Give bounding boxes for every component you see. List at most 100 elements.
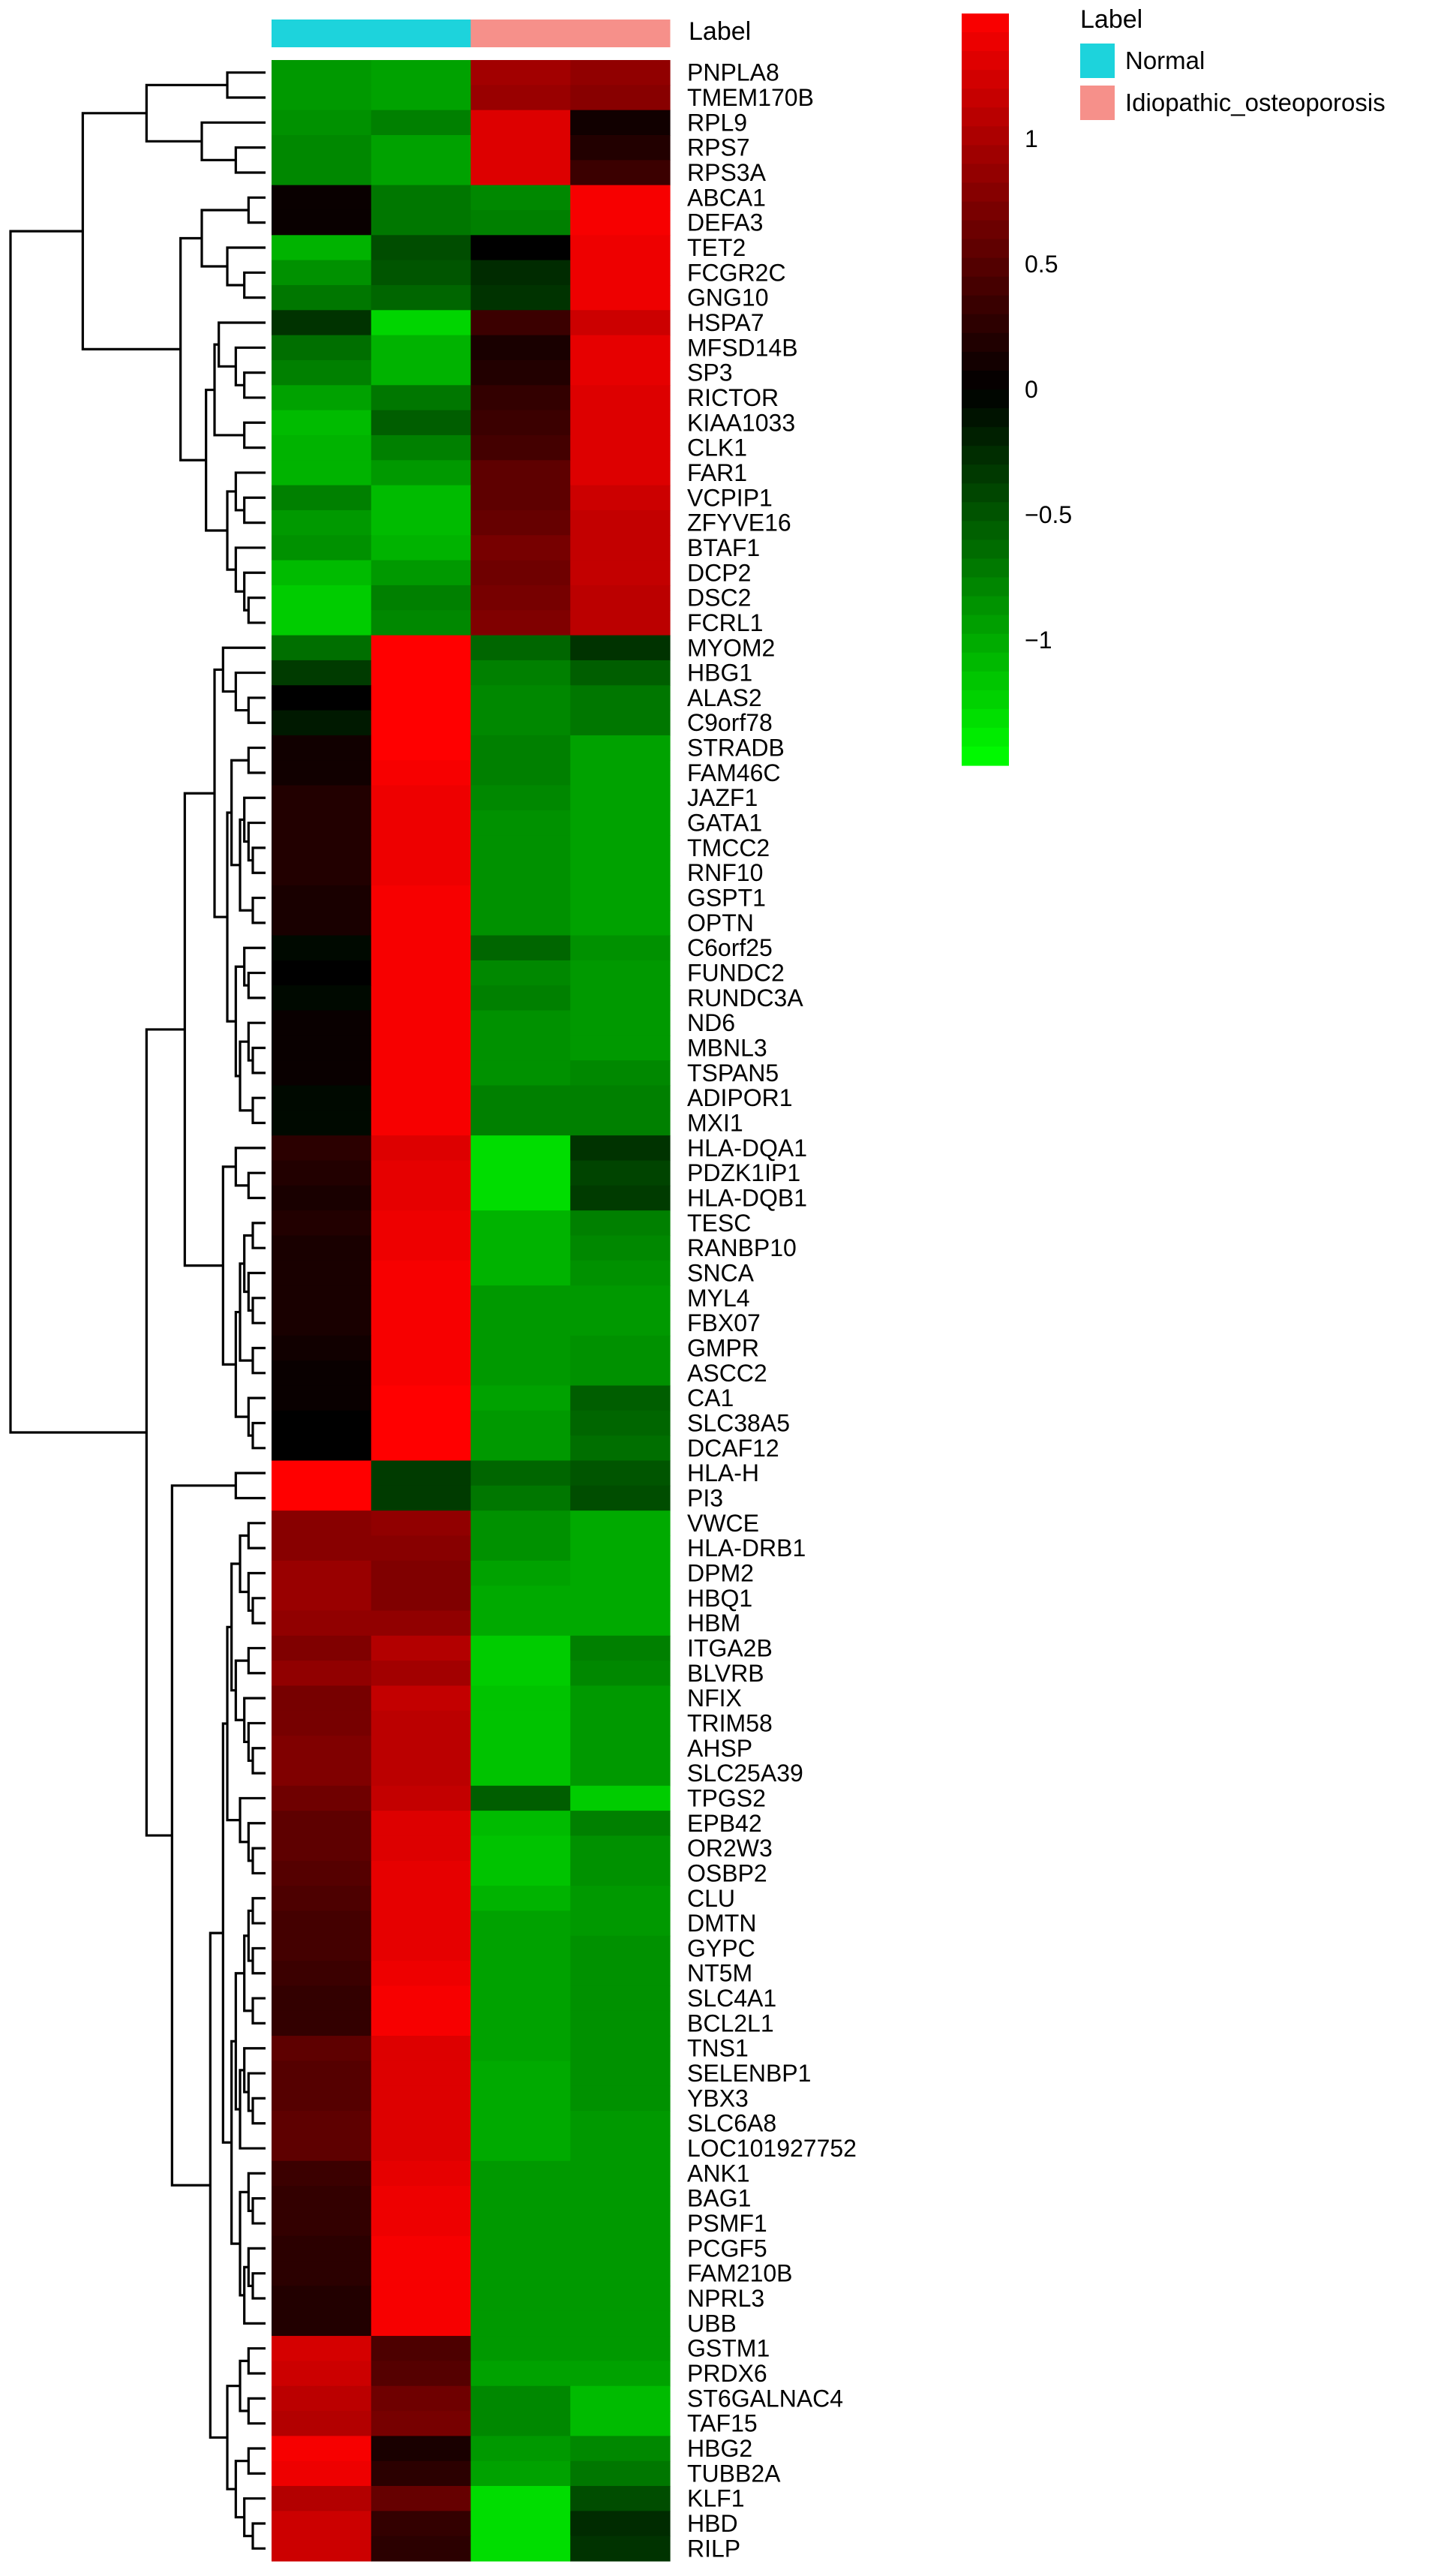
heatmap-cell <box>470 2535 571 2562</box>
heatmap-cell <box>371 2136 472 2162</box>
heatmap-cell <box>470 2385 571 2412</box>
heatmap-row <box>272 1135 671 1162</box>
heatmap-row <box>272 760 671 786</box>
heatmap-cell <box>272 310 372 336</box>
heatmap-row <box>272 1961 671 1987</box>
heatmap-row <box>272 1685 671 1712</box>
gene-label: NPRL3 <box>687 2285 764 2312</box>
heatmap-cell <box>470 1360 571 1387</box>
gene-label: SNCA <box>687 1260 755 1287</box>
gene-label: HBM <box>687 1610 740 1637</box>
heatmap-row <box>272 2136 671 2162</box>
heatmap-cell <box>371 1586 472 1612</box>
dendrogram-link <box>247 2072 266 2112</box>
heatmap-cell <box>570 885 671 911</box>
heatmap-cell <box>371 509 472 536</box>
gene-label: GATA1 <box>687 810 762 837</box>
heatmap-cell <box>570 2160 671 2187</box>
heatmap-cell <box>371 1360 472 1387</box>
gene-label: MFSD14B <box>687 334 798 361</box>
heatmap-cell <box>570 1060 671 1087</box>
heatmap-cell <box>570 1485 671 1511</box>
color-scale-step <box>962 633 1009 654</box>
heatmap-cell <box>570 2535 671 2562</box>
heatmap-row <box>272 835 671 861</box>
heatmap-cell <box>272 610 372 636</box>
gene-label: SLC38A5 <box>687 1409 790 1436</box>
heatmap-cell <box>371 1260 472 1286</box>
heatmap-cell <box>272 2286 372 2312</box>
heatmap-row <box>272 1235 671 1261</box>
heatmap-cell <box>570 535 671 561</box>
heatmap-cell <box>570 1435 671 1462</box>
heatmap-row <box>272 1661 671 1687</box>
heatmap-cell <box>272 1210 372 1237</box>
heatmap-cell <box>470 1635 571 1661</box>
heatmap-cell <box>570 1210 671 1237</box>
color-scale-step <box>962 276 1009 296</box>
heatmap-cell <box>371 635 472 661</box>
heatmap-cell <box>272 2336 372 2361</box>
heatmap-cell <box>470 160 571 186</box>
color-scale-tick-label: −1 <box>1025 627 1052 654</box>
gene-label: TNS1 <box>687 2035 749 2062</box>
heatmap-cell <box>470 1710 571 1736</box>
heatmap-cell <box>371 2511 472 2537</box>
heatmap-cell <box>570 710 671 736</box>
heatmap-cell <box>470 860 571 886</box>
heatmap-cell <box>272 60 372 86</box>
dendrogram-link <box>205 388 227 532</box>
heatmap-cell <box>470 1835 571 1862</box>
dendrogram-link <box>243 946 266 987</box>
dendrogram-link <box>221 1165 236 1366</box>
heatmap-row <box>272 885 671 911</box>
heatmap-row <box>272 2036 671 2061</box>
heatmap-cell <box>470 710 571 736</box>
heatmap-row <box>272 610 671 636</box>
heatmap-row <box>272 1335 671 1361</box>
heatmap-cell <box>371 1010 472 1036</box>
heatmap-cell <box>470 1760 571 1787</box>
heatmap-row <box>272 485 671 511</box>
dendrogram-link <box>251 1597 266 1625</box>
gene-label: ITGA2B <box>687 1634 773 1661</box>
gene-label: PDZK1IP1 <box>687 1159 800 1186</box>
heatmap-cell <box>371 785 472 811</box>
heatmap-cell <box>371 1760 472 1787</box>
dendrogram-link <box>226 246 266 287</box>
gene-label: KLF1 <box>687 2485 744 2512</box>
gene-label: FAR1 <box>687 459 747 486</box>
heatmap-cell <box>371 2060 472 2087</box>
dendrogram-link <box>243 571 266 612</box>
heatmap-cell <box>371 385 472 411</box>
dendrogram-link <box>145 83 227 143</box>
color-scale-step <box>962 32 1009 52</box>
heatmap-cell <box>272 1385 372 1411</box>
gene-label: PRDX6 <box>687 2360 767 2387</box>
heatmap-cell <box>470 785 571 811</box>
heatmap-cell <box>371 60 472 86</box>
heatmap-cell <box>470 2136 571 2162</box>
heatmap-cell <box>470 1260 571 1286</box>
heatmap-cell <box>272 1060 372 1087</box>
color-scale-step <box>962 332 1009 353</box>
heatmap-cell <box>272 1235 372 1261</box>
dendrogram-link <box>234 146 266 174</box>
heatmap-cell <box>371 260 472 286</box>
heatmap-row <box>272 1035 671 1061</box>
heatmap-cell <box>470 85 571 111</box>
heatmap-cell <box>272 1335 372 1361</box>
heatmap-cell <box>272 1460 372 1486</box>
heatmap-row <box>272 1985 671 2012</box>
heatmap-cell <box>570 509 671 536</box>
heatmap-cell <box>272 1260 372 1286</box>
dendrogram-link <box>230 1562 240 1692</box>
gene-label: VWCE <box>687 1510 759 1537</box>
heatmap-cell <box>470 284 571 311</box>
heatmap-cell <box>371 760 472 786</box>
heatmap-row <box>272 1586 671 1612</box>
gene-label: TMEM170B <box>687 84 814 111</box>
heatmap-cell <box>470 1185 571 1211</box>
heatmap-cell <box>470 1736 571 1762</box>
heatmap-cell <box>570 1110 671 1136</box>
